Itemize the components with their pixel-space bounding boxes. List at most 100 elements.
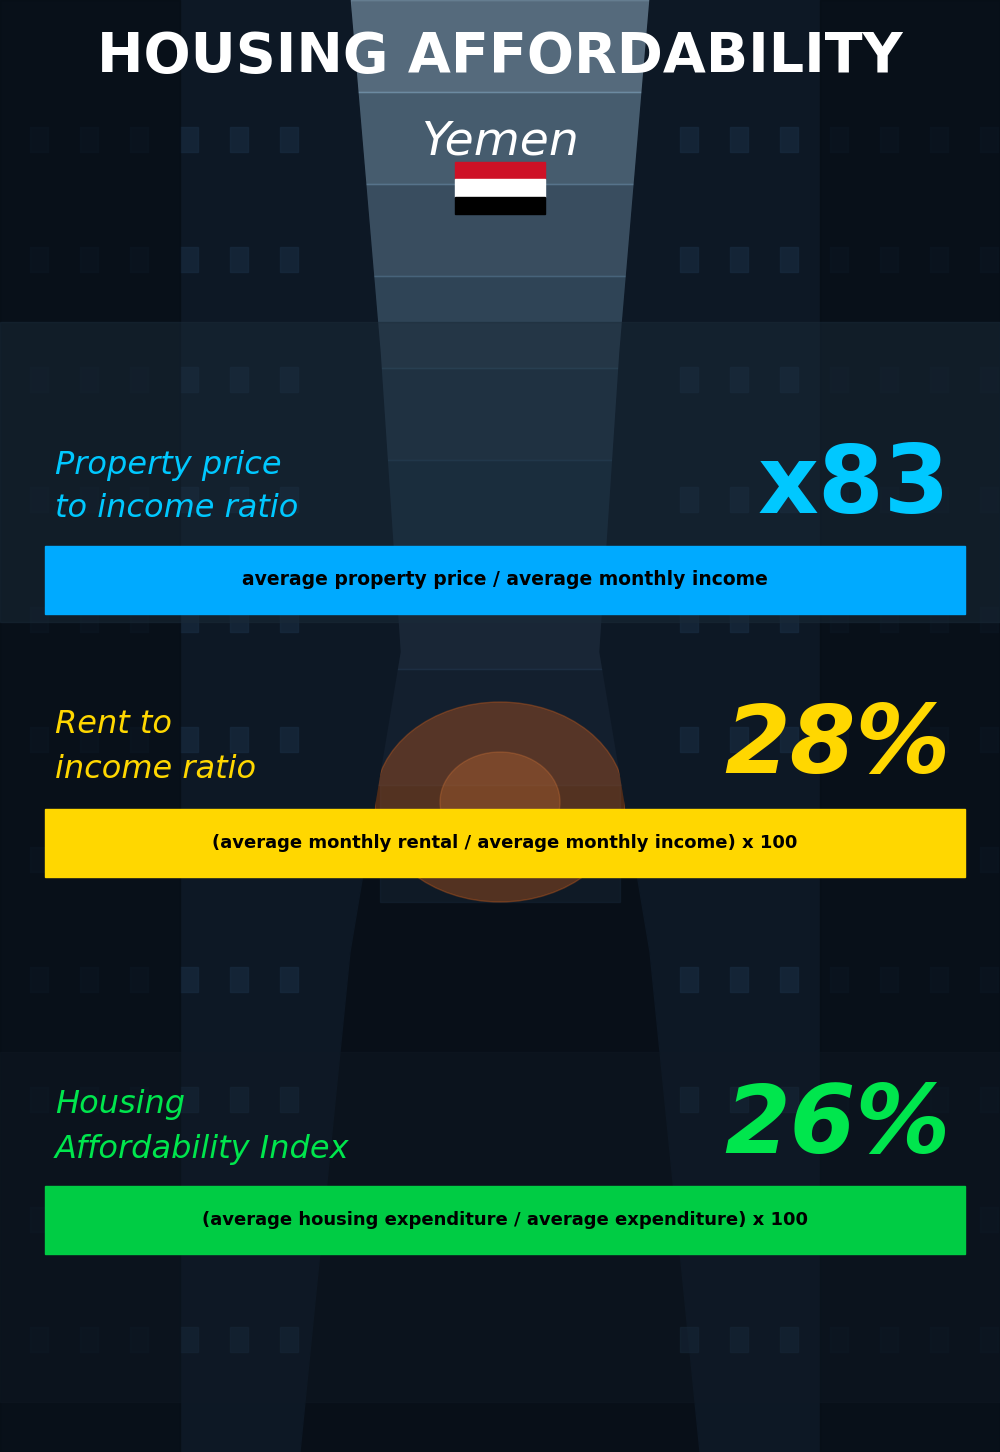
Bar <box>980 607 998 632</box>
Bar <box>780 1207 798 1231</box>
Bar <box>80 486 98 513</box>
Bar <box>980 247 998 272</box>
Bar <box>180 1327 198 1352</box>
Bar <box>730 847 748 873</box>
Bar <box>880 126 898 152</box>
Bar <box>130 247 148 272</box>
Bar <box>730 126 748 152</box>
Bar <box>280 367 298 392</box>
Bar <box>830 126 848 152</box>
Text: (average housing expenditure / average expenditure) x 100: (average housing expenditure / average e… <box>202 1211 808 1228</box>
Bar <box>880 607 898 632</box>
Bar <box>350 276 650 367</box>
Bar <box>830 1088 848 1112</box>
Bar <box>280 727 298 752</box>
Bar <box>780 486 798 513</box>
Bar <box>830 727 848 752</box>
Bar <box>730 247 748 272</box>
Bar <box>80 1207 98 1231</box>
Bar <box>930 247 948 272</box>
Bar <box>230 247 248 272</box>
Bar <box>280 486 298 513</box>
Polygon shape <box>600 0 1000 1452</box>
Bar <box>30 607 48 632</box>
Bar <box>830 847 848 873</box>
Bar <box>180 1088 198 1112</box>
Bar <box>80 1327 98 1352</box>
Bar <box>45 809 965 877</box>
Bar <box>180 1207 198 1231</box>
Bar <box>180 607 198 632</box>
Bar <box>30 1327 48 1352</box>
Bar <box>830 486 848 513</box>
Bar <box>30 1207 48 1231</box>
Bar <box>980 1088 998 1112</box>
Bar <box>730 1207 748 1231</box>
Bar <box>980 847 998 873</box>
Bar <box>130 967 148 992</box>
Bar <box>180 486 198 513</box>
Bar <box>930 1207 948 1231</box>
Polygon shape <box>0 0 400 1452</box>
Bar <box>130 367 148 392</box>
Bar <box>680 607 698 632</box>
Bar <box>830 607 848 632</box>
Bar <box>280 1088 298 1112</box>
Bar <box>980 967 998 992</box>
Bar <box>980 727 998 752</box>
Bar <box>230 727 248 752</box>
Ellipse shape <box>375 701 625 902</box>
Bar <box>350 0 650 91</box>
Bar <box>30 1088 48 1112</box>
Bar <box>780 247 798 272</box>
Bar <box>180 367 198 392</box>
Bar <box>780 607 798 632</box>
Bar <box>980 486 998 513</box>
Text: 28%: 28% <box>724 701 950 793</box>
Bar <box>30 967 48 992</box>
Text: HOUSING AFFORDABILITY: HOUSING AFFORDABILITY <box>97 30 903 84</box>
Bar <box>130 1088 148 1112</box>
Bar <box>230 967 248 992</box>
Bar <box>130 1327 148 1352</box>
Bar <box>780 727 798 752</box>
Bar <box>130 847 148 873</box>
Bar <box>680 1327 698 1352</box>
Bar <box>930 607 948 632</box>
Bar <box>880 1088 898 1112</box>
Bar <box>80 607 98 632</box>
Bar <box>455 196 545 213</box>
Bar <box>780 1327 798 1352</box>
Bar <box>730 1088 748 1112</box>
Bar <box>230 367 248 392</box>
Bar <box>80 1088 98 1112</box>
Bar <box>130 607 148 632</box>
Bar <box>680 486 698 513</box>
Bar <box>730 1327 748 1352</box>
Bar <box>830 967 848 992</box>
Bar <box>0 0 180 1452</box>
Bar <box>230 486 248 513</box>
Bar <box>680 967 698 992</box>
Bar <box>180 967 198 992</box>
Bar <box>80 126 98 152</box>
Bar <box>680 247 698 272</box>
Bar <box>880 486 898 513</box>
Bar <box>930 1088 948 1112</box>
Bar <box>80 967 98 992</box>
Bar <box>30 367 48 392</box>
Bar <box>30 727 48 752</box>
Bar <box>830 367 848 392</box>
Bar <box>80 847 98 873</box>
Bar <box>880 967 898 992</box>
Bar <box>45 1186 965 1255</box>
Bar <box>280 247 298 272</box>
Bar <box>0 322 1000 621</box>
Bar <box>350 552 650 669</box>
Bar <box>350 91 650 184</box>
Bar <box>130 126 148 152</box>
Bar <box>380 786 620 902</box>
Text: average property price / average monthly income: average property price / average monthly… <box>242 571 768 590</box>
Text: x83: x83 <box>758 441 950 533</box>
Bar <box>0 1053 1000 1403</box>
